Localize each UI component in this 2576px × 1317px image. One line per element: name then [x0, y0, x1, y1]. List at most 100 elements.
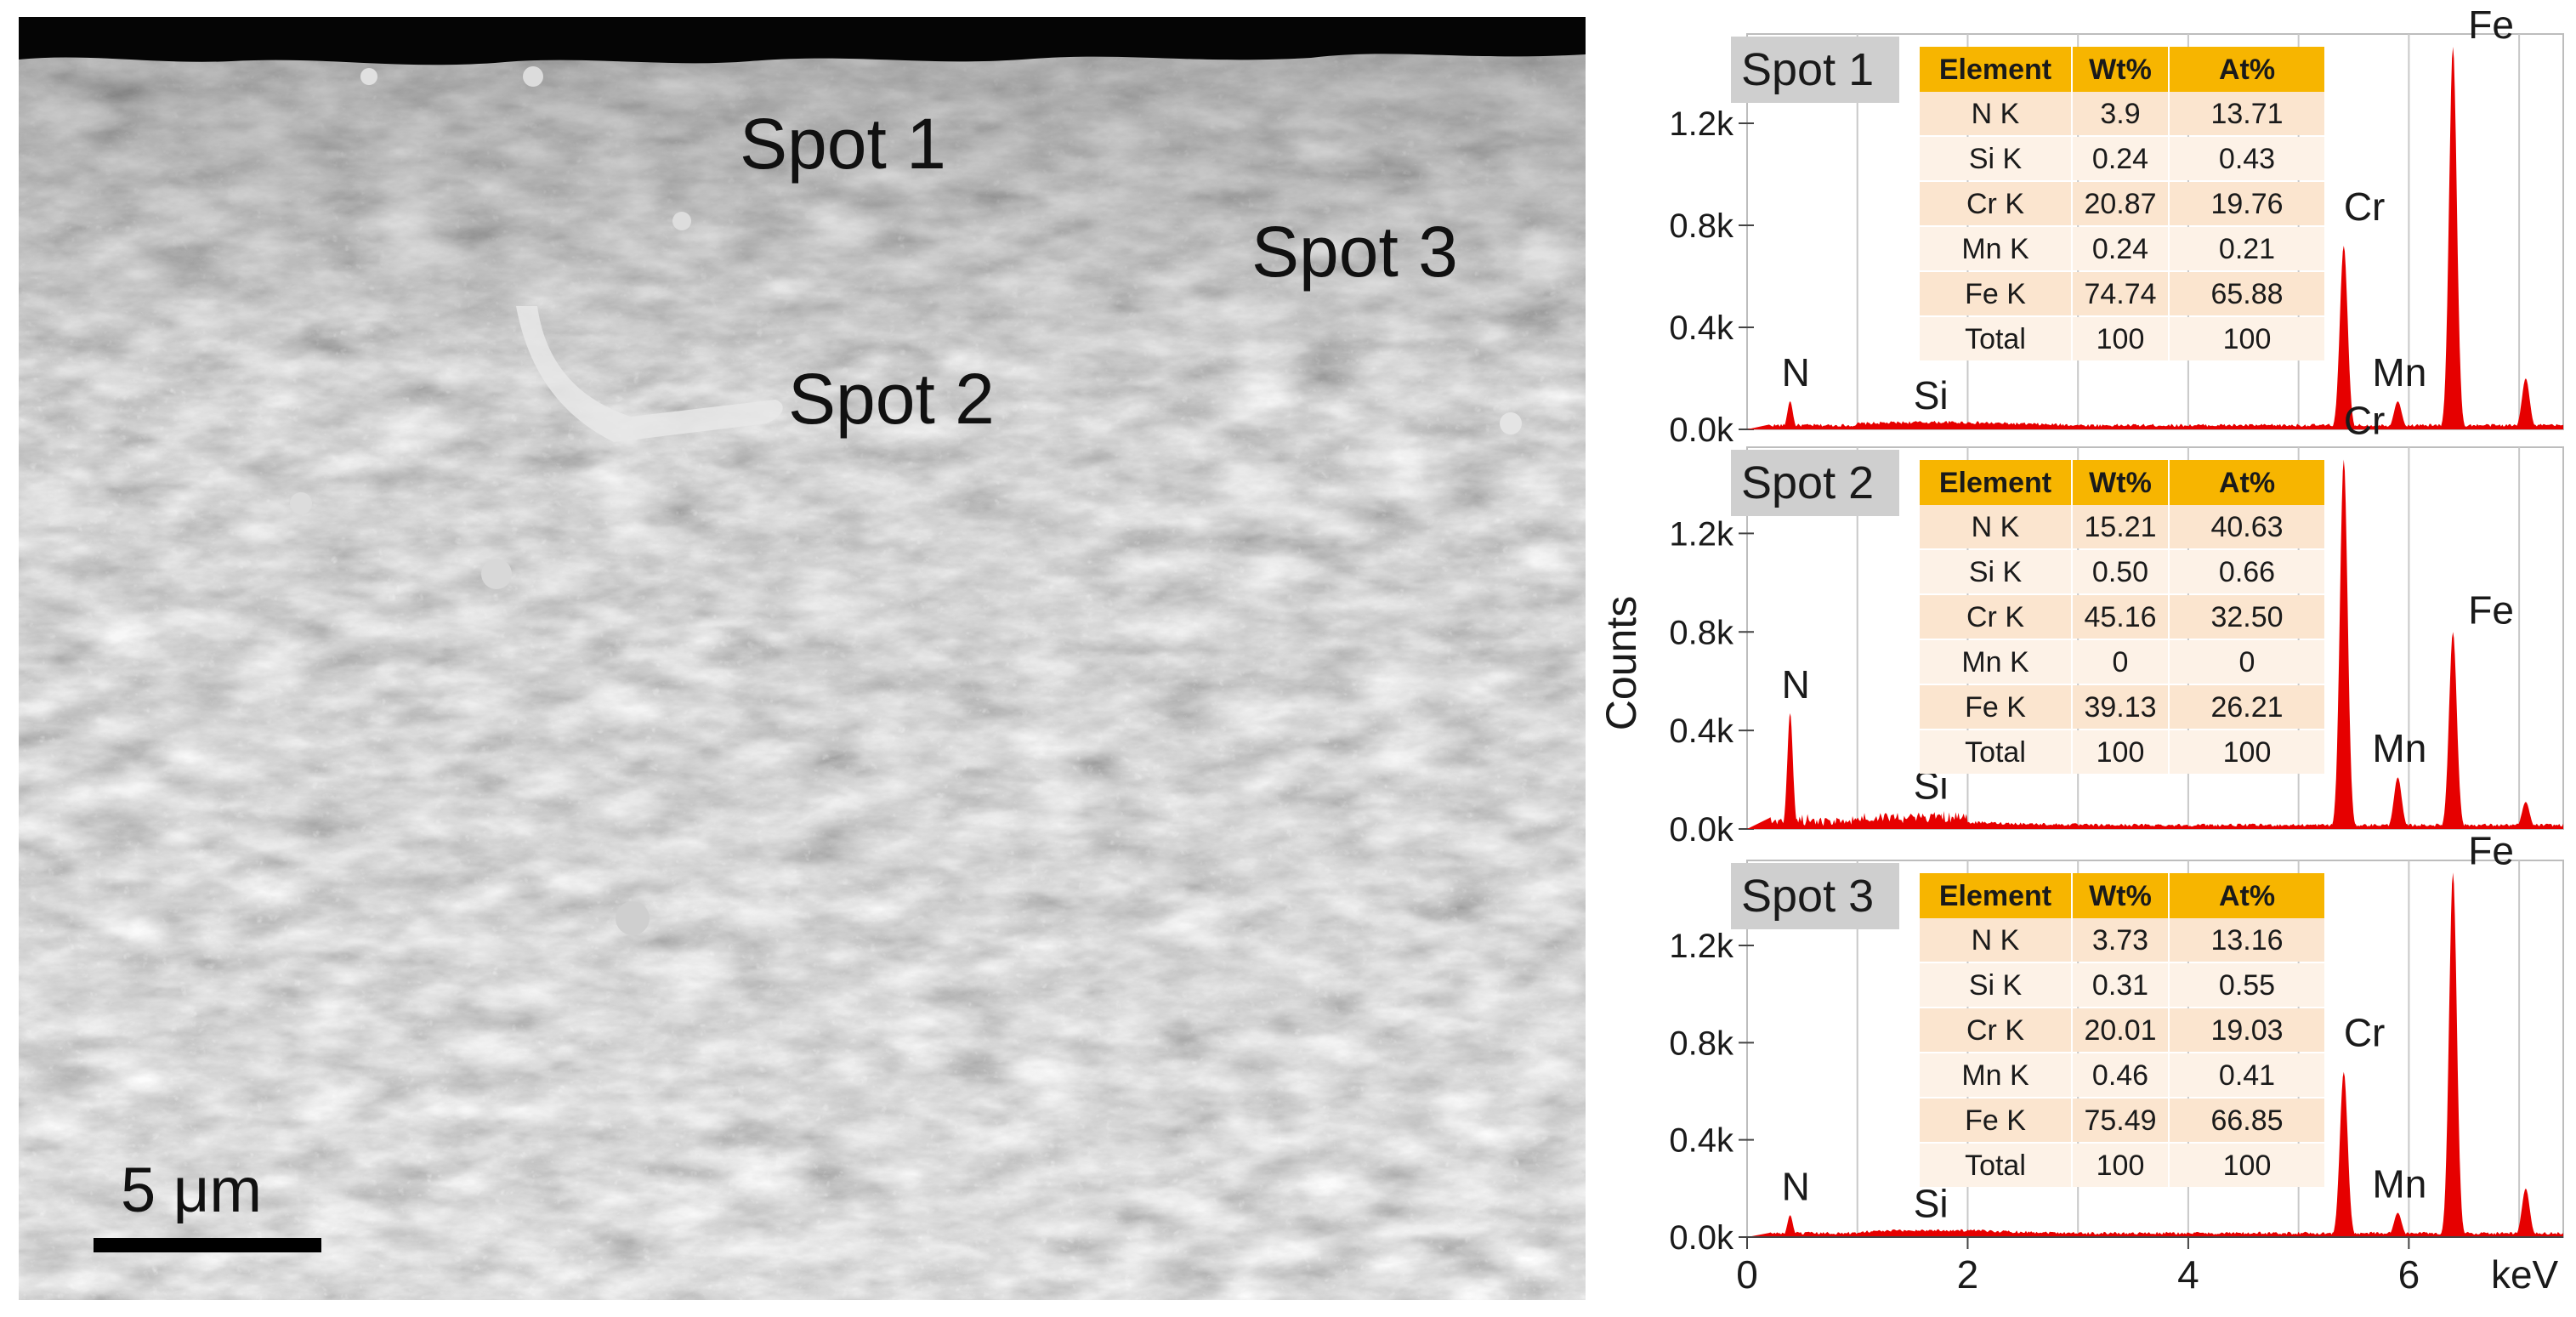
table-cell — [2170, 137, 2324, 180]
y-tick-label: 0.8k — [1669, 1025, 1734, 1062]
table-cell — [1920, 272, 2071, 315]
table-cell-text: 15.21 — [2084, 511, 2156, 543]
spectrum-peak — [2502, 1188, 2550, 1237]
particle — [672, 212, 691, 230]
peak-label-fe: Fe — [2468, 588, 2514, 632]
table-cell-text: 3.73 — [2092, 924, 2148, 957]
table-cell-text: 66.85 — [2210, 1104, 2283, 1137]
peak-label-mn: Mn — [2372, 726, 2426, 770]
table-cell — [2170, 505, 2324, 548]
spectrum-peak — [1915, 424, 1962, 429]
spectrum-peak — [1915, 814, 1962, 829]
spectrum-baseline — [1747, 420, 2563, 429]
y-tick-label: 0.4k — [1669, 309, 1734, 347]
table-cell — [1920, 317, 2071, 360]
table-cell-text: 0 — [2113, 646, 2129, 678]
table-cell-text: 0.24 — [2092, 233, 2148, 265]
table-cell — [2170, 963, 2324, 1007]
table-cell — [2073, 1053, 2168, 1097]
table-header-cell — [2073, 873, 2168, 918]
spectrum-2 — [1747, 459, 2563, 829]
table-cell-text: 100 — [2097, 1150, 2145, 1182]
y-tick-label: 0.4k — [1669, 712, 1734, 750]
peak-label-mn: Mn — [2372, 1161, 2426, 1206]
spot-tag-label: Spot 1 — [1741, 44, 1874, 95]
spectrum-peak — [2320, 1071, 2368, 1237]
table-cell-text: 0 — [2239, 646, 2255, 678]
table-header-label: Wt% — [2089, 467, 2152, 499]
composition-table: Element Wt% At% N K 3.73 13.16 Si K 0.31 0.55 Cr … — [1920, 873, 2324, 1187]
peak-label-cr: Cr — [2344, 398, 2386, 442]
table-cell — [2073, 963, 2168, 1007]
spectrum-peak — [2430, 872, 2477, 1237]
table-cell — [2170, 595, 2324, 639]
x-tick-label: 0 — [1736, 1252, 1758, 1297]
peak-label-si: Si — [1914, 373, 1949, 417]
table-cell-text: 19.03 — [2210, 1014, 2283, 1047]
table-header-cell — [2073, 47, 2168, 92]
table-cell-text: N K — [1972, 98, 2020, 130]
table-cell — [2170, 1098, 2324, 1142]
table-cell-text: 13.16 — [2210, 924, 2283, 957]
spot-tag — [1731, 450, 1899, 516]
table-header-label: At% — [2219, 880, 2275, 912]
peak-label-cr: Cr — [2344, 184, 2386, 229]
table-header-cell — [1920, 460, 2071, 505]
composition-table: Element Wt% At% N K 3.9 13.71 Si K 0.24 0.43 Cr K… — [1920, 47, 2324, 360]
table-cell — [2170, 1144, 2324, 1187]
table-cell — [2170, 317, 2324, 360]
table-cell-text: 0.41 — [2219, 1059, 2275, 1092]
peak-label-n: N — [1782, 350, 1810, 395]
spectrum-baseline — [1747, 1229, 2563, 1237]
table-cell — [1920, 137, 2071, 180]
particle — [481, 559, 512, 589]
table-cell-text: Cr K — [1966, 188, 2024, 220]
table-cell — [2073, 92, 2168, 135]
spectrum-baseline — [1747, 810, 2563, 829]
peak-label-si: Si — [1914, 1181, 1949, 1225]
x-axis-unit: keV — [2491, 1252, 2559, 1297]
spectrum-3 — [1747, 872, 2563, 1237]
spot-tag — [1731, 863, 1899, 929]
table-cell-text: 75.49 — [2084, 1104, 2156, 1137]
particle — [523, 66, 543, 87]
table-cell-text: Total — [1965, 736, 2026, 769]
table-cell-text: 0.46 — [2092, 1059, 2148, 1092]
table-header-label: At% — [2219, 54, 2275, 86]
table-cell-text: 0.55 — [2219, 969, 2275, 1002]
spectrum-peak — [1773, 712, 1807, 829]
table-header-label: Element — [1939, 880, 2051, 912]
table-cell — [1920, 227, 2071, 270]
table-header-cell — [2073, 460, 2168, 505]
spot-tag — [1731, 37, 1899, 103]
y-tick-label: 0.8k — [1669, 207, 1734, 245]
table-cell-text: 26.21 — [2210, 691, 2283, 724]
table-cell — [2073, 1144, 2168, 1187]
spot-2-label: Spot 2 — [788, 359, 995, 439]
table-cell-text: 100 — [2223, 1150, 2272, 1182]
composition-table: Element Wt% At% N K 15.21 40.63 Si K 0.50 0.66 Cr… — [1920, 460, 2324, 774]
table-cell-text: Fe K — [1965, 278, 2026, 310]
table-cell-text: 45.16 — [2084, 601, 2156, 633]
spectrum-peak — [1773, 1215, 1807, 1237]
table-cell — [2073, 505, 2168, 548]
table-cell-text: 0.43 — [2219, 143, 2275, 175]
table-cell-text: Si K — [1969, 969, 2023, 1002]
scale-bar-line — [94, 1238, 321, 1252]
y-tick-label: 0.0k — [1669, 1219, 1734, 1257]
table-cell — [2073, 137, 2168, 180]
table-cell-text: 100 — [2223, 323, 2272, 355]
spectrum-peak — [2320, 246, 2368, 429]
table-cell-text: 100 — [2223, 736, 2272, 769]
table-header-cell — [2170, 873, 2324, 918]
edx-spectra-figure: Counts 0.0k 0.4k 0.8k 1.2k N Si Cr Mn Fe Spot 1 El… — [1588, 0, 2576, 1317]
spectrum-peak — [2430, 632, 2477, 829]
table-cell — [2073, 685, 2168, 729]
table-cell-text: 100 — [2097, 323, 2145, 355]
particle — [360, 68, 377, 85]
table-cell — [2073, 550, 2168, 593]
table-cell — [1920, 1008, 2071, 1052]
spectrum-peak — [2375, 401, 2421, 429]
